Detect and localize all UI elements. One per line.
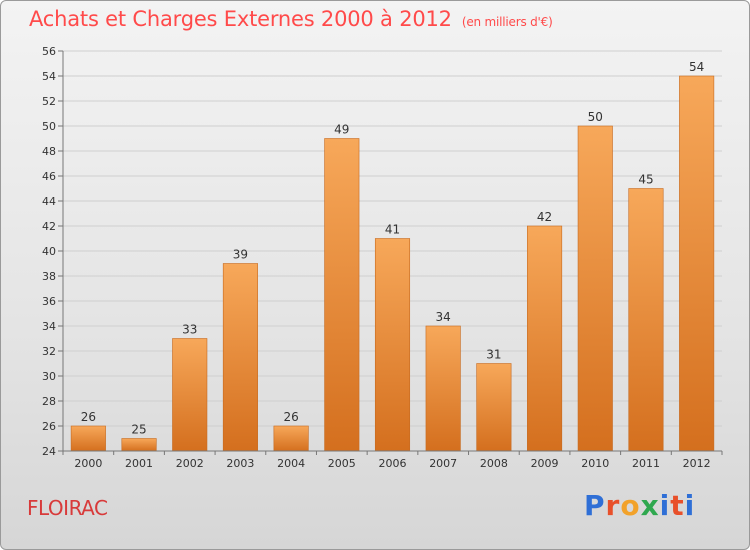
y-tick-label: 30: [42, 370, 56, 383]
y-tick-label: 36: [42, 295, 56, 308]
bar: [273, 425, 309, 452]
logo-letter: x: [640, 489, 660, 522]
y-tick-label: 50: [42, 120, 56, 133]
x-axis: 2000 2001 2002 2003 2004 2005 2006 2007 2008 2009…: [62, 450, 723, 470]
logo-letter: r: [605, 489, 621, 522]
proxiti-logo[interactable]: Proxiti: [584, 489, 695, 522]
y-tick-label: 56: [42, 45, 56, 58]
bar: [577, 125, 613, 452]
x-tick-label: 2006: [379, 457, 407, 470]
bar-value-label: 50: [588, 110, 603, 124]
x-tick-label: 2010: [581, 457, 609, 470]
y-tick-label: 24: [42, 445, 56, 458]
y-tick-label: 38: [42, 270, 56, 283]
bar-value-label: 33: [182, 323, 197, 337]
bar: [628, 188, 664, 452]
chart-unit: (en milliers d'€): [461, 15, 553, 29]
bars: 26 25 33 39 26 49 41 34 31 42 50 45 54: [70, 60, 715, 452]
bar: [172, 338, 208, 452]
bar-value-label: 39: [233, 248, 248, 262]
bar: [679, 75, 715, 452]
bar-value-label: 41: [385, 223, 400, 237]
x-tick-label: 2008: [480, 457, 508, 470]
x-tick-label: 2001: [125, 457, 153, 470]
bar-value-label: 26: [81, 410, 96, 424]
x-tick-label: 2009: [531, 457, 559, 470]
bar: [324, 138, 360, 452]
x-tick-label: 2002: [176, 457, 204, 470]
logo-letter: P: [584, 489, 606, 522]
bar-value-label: 34: [436, 310, 451, 324]
chart-title-text: Achats et Charges Externes 2000 à 2012: [29, 7, 452, 31]
bar: [121, 438, 157, 452]
x-tick-label: 2011: [632, 457, 660, 470]
x-tick-label: 2005: [328, 457, 356, 470]
y-tick-label: 34: [42, 320, 56, 333]
y-tick-label: 46: [42, 170, 56, 183]
logo-letter: o: [620, 489, 641, 522]
city-name: FLOIRAC: [27, 496, 108, 520]
bar: [374, 238, 411, 452]
logo-letter: t: [670, 489, 685, 522]
bar: [222, 263, 258, 452]
y-tick-label: 44: [42, 195, 56, 208]
x-tick-label: 2003: [226, 457, 254, 470]
y-tick-label: 42: [42, 220, 56, 233]
y-tick-label: 40: [42, 245, 56, 258]
bar-value-label: 26: [283, 410, 298, 424]
bar-value-label: 31: [486, 348, 501, 362]
y-tick-label: 48: [42, 145, 56, 158]
x-tick-label: 2004: [277, 457, 305, 470]
bar-value-label: 49: [334, 123, 349, 137]
bar-value-label: 25: [131, 423, 146, 437]
logo-letter: i: [684, 489, 696, 522]
y-tick-label: 54: [42, 70, 56, 83]
chart-title: Achats et Charges Externes 2000 à 2012 (e…: [29, 7, 553, 31]
bar: [527, 225, 563, 452]
bar: [70, 425, 106, 452]
bar-value-label: 42: [537, 210, 552, 224]
bar-value-label: 45: [638, 173, 653, 187]
x-tick-label: 2012: [683, 457, 711, 470]
x-tick-label: 2007: [429, 457, 457, 470]
y-tick-label: 52: [42, 95, 56, 108]
logo-letter: i: [659, 489, 671, 522]
y-axis: 24 26 28 30 32 34 36 38 40 42 44 46 48 50 52 54 56: [42, 45, 64, 458]
bar-value-label: 54: [689, 60, 704, 74]
bar: [476, 363, 512, 452]
bar: [425, 325, 461, 452]
y-tick-label: 26: [42, 420, 56, 433]
x-tick-label: 2000: [74, 457, 102, 470]
y-tick-label: 28: [42, 395, 56, 408]
y-tick-label: 32: [42, 345, 56, 358]
